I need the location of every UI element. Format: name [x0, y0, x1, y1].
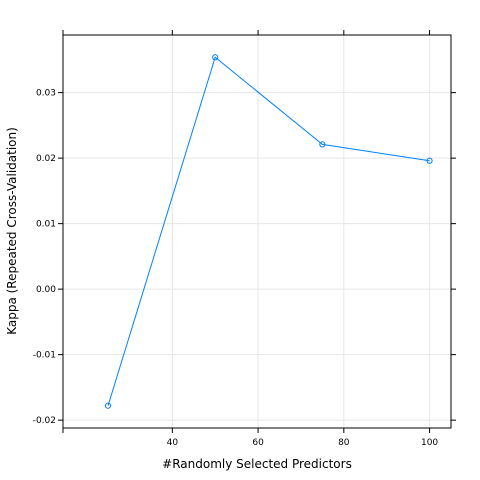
- data-point: [426, 157, 433, 164]
- y-tick-label: 0.03: [36, 89, 56, 99]
- y-tick-label: 0.00: [36, 285, 56, 295]
- series-kappa: [104, 54, 433, 409]
- data-point: [319, 141, 326, 148]
- y-tick-label: -0.02: [33, 416, 56, 426]
- data-point: [212, 54, 219, 61]
- x-tick-label: 100: [421, 438, 438, 448]
- y-axis-title: Kappa (Repeated Cross-Validation): [5, 127, 19, 335]
- y-tick-label: -0.01: [33, 351, 56, 361]
- grid-lines: [63, 35, 451, 428]
- y-tick-label: 0.01: [36, 220, 56, 230]
- y-tick-label: 0.02: [36, 154, 56, 164]
- x-tick-label: 60: [252, 438, 264, 448]
- x-axis-title: #Randomly Selected Predictors: [162, 457, 352, 471]
- data-point: [104, 402, 112, 409]
- plot-border: [62, 34, 452, 429]
- axis-ticks: 40 60 80 100 -0.02 -0.01 0.00 0.01 0.02 0.03: [33, 30, 456, 448]
- plot-frame: [62, 34, 452, 429]
- x-tick-label: 80: [338, 438, 350, 448]
- series-line: [107, 56, 430, 406]
- x-tick-label: 40: [167, 438, 179, 448]
